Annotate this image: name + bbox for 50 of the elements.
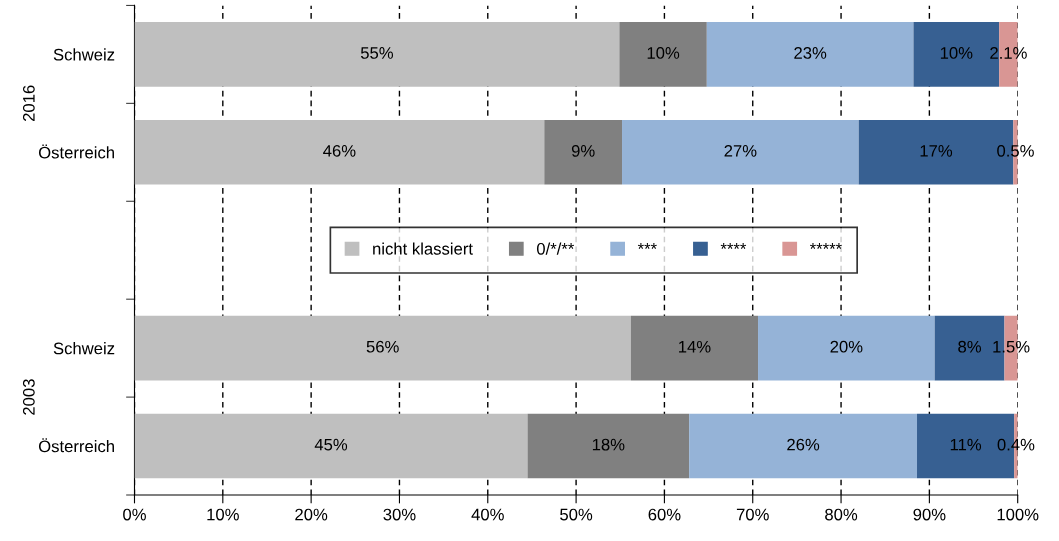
data-label: 55% [360, 47, 394, 59]
x-tick-label: 30% [383, 508, 416, 521]
data-label: 9% [571, 144, 595, 157]
data-label: 45% [314, 438, 348, 451]
bar [706, 22, 914, 87]
data-label: 14% [679, 340, 711, 353]
bar [134, 22, 620, 87]
data-label: 8% [958, 340, 982, 353]
data-label: 23% [794, 47, 827, 59]
text: 2003 [22, 379, 35, 415]
x-tick-label: 20% [295, 508, 328, 521]
data-label: 11% [950, 438, 982, 451]
x-tick-label: 10% [207, 508, 239, 521]
bar [758, 315, 935, 381]
legend-label: *** [637, 243, 657, 249]
x-tick-label: 50% [560, 508, 593, 521]
bar [622, 119, 859, 185]
y-tick-label: Schweiz [53, 342, 115, 355]
data-label: 26% [787, 438, 820, 451]
x-tick-label: 60% [648, 508, 681, 521]
data-label: 20% [830, 340, 863, 353]
x-tick-label: 0% [123, 508, 146, 521]
legend-label: nicht klassiert [373, 242, 473, 255]
data-label: 17% [920, 145, 953, 157]
y-tick-label: Österreich [38, 438, 114, 453]
bar [619, 22, 707, 87]
bar [544, 119, 623, 185]
x-tick-label: 40% [471, 508, 504, 521]
data-label: 56% [366, 340, 399, 353]
x-tick-label: 70% [736, 508, 769, 521]
bar [134, 413, 528, 479]
data-label: 27% [724, 144, 757, 157]
legend-label: ***** [809, 243, 842, 249]
x-tick-label: 90% [913, 508, 946, 521]
x-tick-label: 100% [997, 508, 1039, 521]
data-label: 10% [647, 47, 680, 59]
data-label: 18% [592, 438, 625, 451]
bar [134, 315, 631, 381]
bar [527, 413, 690, 479]
legend-label: 0/*/** [536, 242, 575, 255]
bar [630, 315, 759, 381]
legend-label: **** [720, 243, 747, 249]
y-tick-label: Österreich [38, 144, 114, 159]
bar [134, 119, 545, 185]
x-tick-label: 80% [825, 508, 858, 521]
data-label: 10% [940, 47, 973, 59]
text: 2016 [22, 85, 35, 122]
data-label: 46% [323, 144, 356, 157]
bar [689, 413, 918, 479]
y-tick-label: Schweiz [53, 48, 115, 61]
